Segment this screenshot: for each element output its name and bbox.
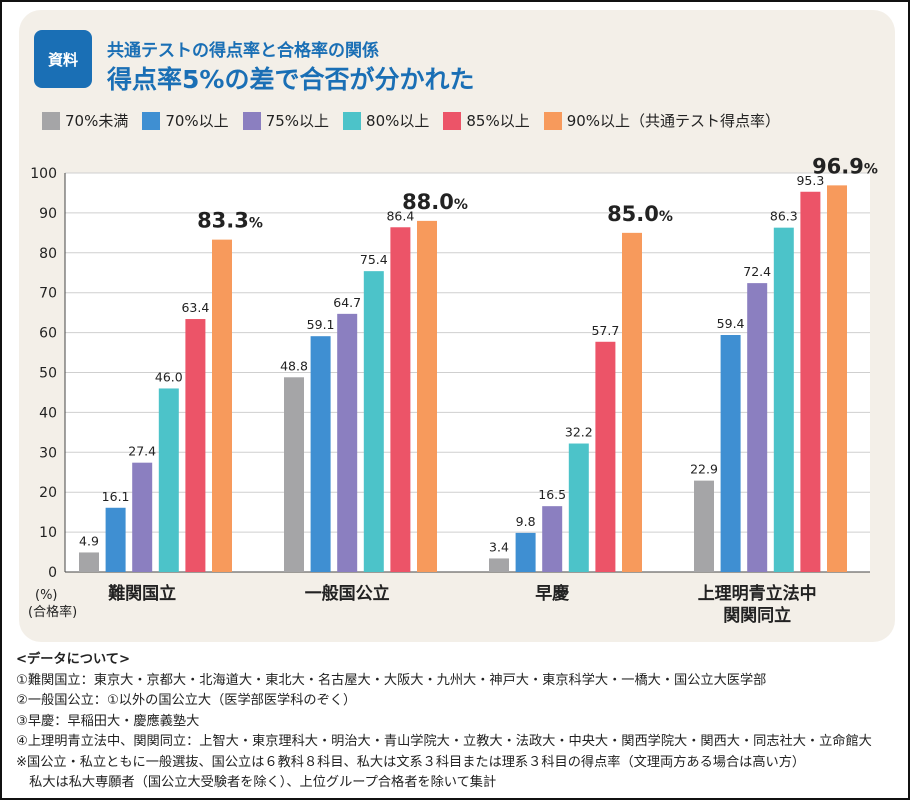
note-line: 私大は私大専願者（国公立大受験者を除く）、上位グループ合格者を除いて集計 xyxy=(16,775,497,790)
bar xyxy=(773,227,794,572)
y-tick-label: 30 xyxy=(39,445,57,461)
legend-swatch xyxy=(142,111,161,130)
bar xyxy=(827,185,847,572)
data-label: 86.4 xyxy=(386,208,414,223)
data-label: 48.8 xyxy=(280,358,308,373)
data-label: 86.3 xyxy=(770,209,798,224)
data-label: 16.1 xyxy=(102,489,130,504)
legend-label: 70%以上 xyxy=(165,112,229,130)
legend-item: 80%以上 xyxy=(343,110,429,131)
legend-item: 75%以上 xyxy=(242,110,330,131)
note-line: ②一般国公立：①以外の国公立大（医学部医学科のぞく） xyxy=(16,693,357,708)
badge: 資料 xyxy=(34,30,92,88)
data-label: 95.3 xyxy=(796,173,824,188)
data-label: 16.5 xyxy=(538,487,566,502)
data-label-highlight: 88.0% xyxy=(402,190,468,214)
bar-chart: 0 10 20 30 40 50 60 70 80 90 100 (%)(合格率) 難関国立 4.9 16.… xyxy=(28,154,878,626)
y-tick-label: 20 xyxy=(39,485,57,501)
bar xyxy=(337,313,358,572)
bar xyxy=(79,552,99,572)
legend-label: 90%以上（共通テスト得点率） xyxy=(566,112,781,130)
bar xyxy=(390,227,411,573)
data-label-highlight: 96.9% xyxy=(812,154,878,178)
legend-swatch xyxy=(242,111,261,130)
y-tick-label: 0 xyxy=(48,565,57,581)
bar xyxy=(185,319,206,572)
legend-label: 85%以上 xyxy=(466,112,530,130)
note-line: ④上理明青立法中、関関同立：上智大・東京理科大・明治大・青山学院大・立教大・法政… xyxy=(16,734,872,749)
y-tick-label: 80 xyxy=(39,246,57,262)
bar xyxy=(542,506,563,572)
bar xyxy=(489,558,509,572)
legend-item: 85%以上 xyxy=(443,110,530,131)
bar xyxy=(105,507,126,572)
data-label: 63.4 xyxy=(181,300,209,315)
legend-label: 80%以上 xyxy=(366,112,430,130)
y-tick-label: 60 xyxy=(39,326,57,342)
bar xyxy=(363,271,384,572)
bar xyxy=(417,220,437,572)
y-tick-label: 50 xyxy=(39,366,57,382)
bar xyxy=(720,334,741,572)
y-axis-unit: (%) xyxy=(35,588,58,603)
bar xyxy=(747,283,768,572)
data-label: 72.4 xyxy=(743,264,771,279)
data-label: 59.4 xyxy=(717,316,745,331)
data-label: 4.9 xyxy=(79,533,99,548)
notes-heading: <データについて> xyxy=(16,652,131,667)
legend-label: 70%未満 xyxy=(65,112,129,130)
chart-subtitle: 得点率5%の差で合否が分かれた xyxy=(107,65,475,94)
legend-swatch xyxy=(443,111,462,130)
legend-label: 75%以上 xyxy=(265,112,330,130)
data-label: 3.4 xyxy=(489,539,509,554)
category-label: 早慶 xyxy=(535,583,569,604)
y-tick-label: 100 xyxy=(30,166,57,182)
data-label: 46.0 xyxy=(155,369,183,384)
category-label: 関関同立 xyxy=(723,605,791,626)
legend-item: 70%以上 xyxy=(142,110,229,131)
data-label: 64.7 xyxy=(333,295,361,310)
y-tick-label: 40 xyxy=(39,405,57,421)
bar xyxy=(694,480,714,572)
legend: 70%未満 70%以上 75%以上 80%以上 85%以上 90%以上（共通テスト得点率） xyxy=(42,110,780,131)
y-axis-label: (合格率) xyxy=(28,604,77,620)
category-label: 一般国公立 xyxy=(305,583,390,604)
data-label: 75.4 xyxy=(360,252,388,267)
note-line: ③早慶：早稲田大・慶應義塾大 xyxy=(16,713,200,729)
bar xyxy=(622,232,642,572)
data-label: 32.2 xyxy=(565,425,593,440)
category-label: 上理明青立法中 xyxy=(698,583,817,604)
bar xyxy=(310,336,331,572)
legend-swatch xyxy=(343,111,362,130)
legend-item: 90%以上（共通テスト得点率） xyxy=(543,110,781,131)
data-label: 9.8 xyxy=(516,514,536,529)
bar xyxy=(800,191,821,573)
y-tick-label: 70 xyxy=(39,286,57,302)
y-tick-label: 10 xyxy=(39,525,57,541)
data-label: 22.9 xyxy=(690,462,718,477)
legend-swatch xyxy=(42,111,60,130)
note-line: ①難関国立：東京大・京都大・北海道大・東北大・名古屋大・大阪大・九州大・神戸大・… xyxy=(16,672,767,688)
bar xyxy=(595,341,616,572)
y-tick-label: 90 xyxy=(39,206,57,222)
note-line: ※国公立・私立ともに一般選抜、国公立は６教科８科目、私大は文系３科目または理系３… xyxy=(16,754,806,770)
legend-swatch xyxy=(543,111,562,130)
chart-title: 共通テストの得点率と合格率の関係 xyxy=(107,41,379,61)
category-label: 難関国立 xyxy=(108,583,176,604)
data-label: 59.1 xyxy=(307,317,335,332)
bar xyxy=(212,239,232,572)
notes: <データについて> ①難関国立：東京大・京都大・北海道大・東北大・名古屋大・大阪… xyxy=(16,650,872,794)
bar xyxy=(132,462,153,572)
data-label: 57.7 xyxy=(591,323,619,338)
bar xyxy=(568,443,589,572)
bar xyxy=(158,388,179,572)
bar xyxy=(515,532,536,572)
bar xyxy=(284,377,304,572)
legend-item: 70%未満 xyxy=(42,110,128,131)
data-label: 27.4 xyxy=(128,444,156,459)
